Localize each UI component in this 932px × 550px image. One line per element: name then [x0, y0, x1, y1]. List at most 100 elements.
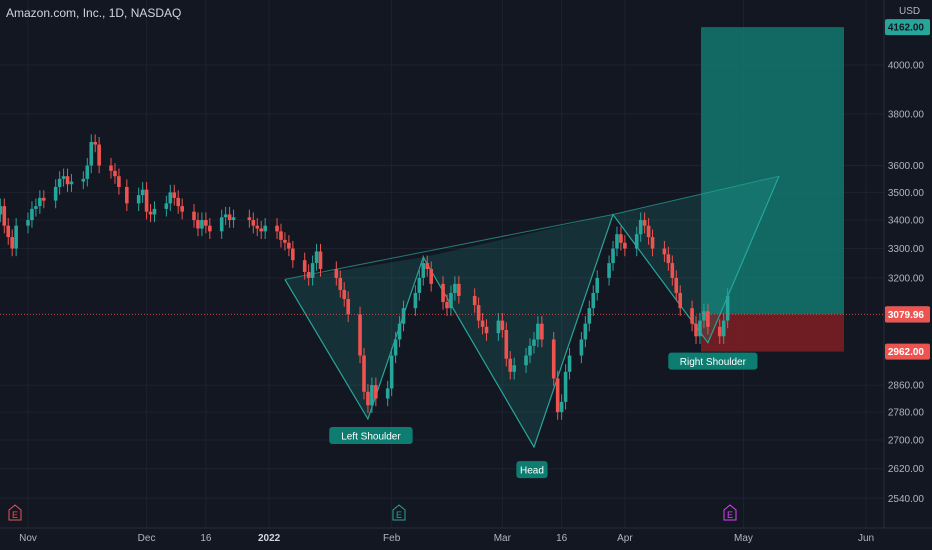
candle-body: [334, 268, 339, 278]
price-tick: 4000.00: [888, 61, 925, 72]
candle-body: [223, 214, 228, 218]
price-tick: 3800.00: [888, 109, 925, 120]
head-area: [423, 214, 613, 448]
candle-body: [555, 378, 560, 413]
candle-body: [567, 355, 572, 372]
candle-body: [314, 251, 319, 264]
price-tick: 2780.00: [888, 408, 925, 419]
candle-body: [275, 225, 279, 232]
candle-body: [374, 385, 378, 399]
candle-body: [504, 329, 509, 359]
earnings-event-marker[interactable]: E: [8, 504, 22, 521]
candle-body: [512, 365, 516, 372]
candle-body: [615, 234, 619, 249]
candle-body: [291, 248, 295, 261]
grid: [0, 0, 884, 528]
neckline: [284, 175, 780, 280]
price-tick: 3300.00: [888, 244, 925, 255]
time-tick: Mar: [494, 533, 512, 544]
earnings-event-marker[interactable]: E: [723, 504, 737, 521]
candle-body: [563, 371, 568, 402]
head-label: Head: [516, 461, 548, 479]
candle-body: [623, 242, 627, 249]
candle-body: [140, 189, 145, 196]
time-axis: Nov Dec 16 2022 Feb Mar 16 Apr May Jun: [0, 527, 932, 544]
right-shoulder-label-box: [668, 352, 758, 370]
candle-body: [358, 314, 362, 356]
candle-body: [634, 234, 639, 249]
candle-body: [318, 251, 323, 269]
earnings-event-marker[interactable]: E: [392, 504, 406, 521]
candle-body: [528, 345, 532, 356]
price-tick: 2540.00: [888, 494, 925, 505]
right-shoulder-area: [613, 176, 779, 343]
candle-body: [168, 192, 173, 204]
candle-body: [302, 260, 307, 272]
candle-body: [2, 206, 7, 226]
candle-body: [26, 220, 30, 226]
candle-body: [342, 289, 347, 300]
candle-body: [109, 165, 113, 171]
price-tick: 3500.00: [888, 188, 925, 199]
candle-body: [200, 220, 204, 229]
candle-body: [674, 277, 679, 293]
time-tick: Apr: [617, 533, 633, 544]
candle-body: [306, 271, 311, 278]
price-tick: 2860.00: [888, 381, 925, 392]
candle-body: [176, 197, 181, 207]
candle-body: [34, 206, 38, 209]
candle-body: [694, 323, 698, 337]
candle-body: [476, 305, 481, 321]
candle-body: [164, 203, 169, 209]
marker-price-tag: 3079.96: [888, 310, 925, 321]
right-shoulder-label: Right Shoulder: [668, 352, 758, 370]
candle-body: [650, 237, 655, 249]
candle-body: [247, 217, 252, 221]
candle-body: [611, 248, 615, 264]
candle-body: [413, 292, 418, 309]
candle-body: [346, 299, 350, 315]
candle-body: [172, 192, 177, 198]
candle-body: [721, 320, 726, 337]
candle-body: [484, 326, 489, 334]
earnings-marker-shape: [392, 504, 406, 521]
chart-title: Amazon.com, Inc., 1D, NASDAQ: [6, 6, 182, 20]
candle-body: [279, 231, 283, 240]
candle-body: [666, 254, 671, 264]
candle-body: [30, 208, 34, 221]
candle-body: [678, 292, 683, 309]
price-tick: 3200.00: [888, 273, 925, 284]
candle-body: [366, 391, 370, 406]
candle-body: [42, 197, 46, 201]
candle-body: [591, 292, 596, 309]
candle-body: [231, 217, 236, 221]
candle-body: [370, 385, 374, 406]
candle-body: [646, 225, 651, 238]
pattern-outline: [284, 175, 780, 449]
candle-body: [496, 320, 501, 334]
candle-body: [500, 320, 505, 330]
time-tick: Dec: [138, 533, 156, 544]
earnings-marker-shape: [8, 504, 22, 521]
currency-label: USD: [899, 6, 921, 17]
candle-body: [255, 225, 260, 229]
candle-body: [702, 311, 706, 321]
candle-body: [583, 323, 588, 340]
candle-body: [152, 208, 157, 215]
left-shoulder-label-box: [329, 427, 413, 445]
candle-body: [508, 358, 513, 372]
candle-body: [397, 323, 402, 340]
marker-price-tag-box: [885, 306, 930, 323]
candle-body: [389, 355, 394, 389]
candle-body: [227, 214, 232, 221]
candle-body: [287, 242, 291, 249]
candle-body: [662, 248, 667, 255]
time-tick: Feb: [383, 533, 401, 544]
candle-body: [445, 302, 449, 309]
candle-body: [425, 263, 430, 269]
candle-body: [587, 308, 592, 324]
candle-body: [559, 401, 564, 413]
candle-body: [204, 220, 208, 226]
candle-body: [540, 323, 544, 340]
